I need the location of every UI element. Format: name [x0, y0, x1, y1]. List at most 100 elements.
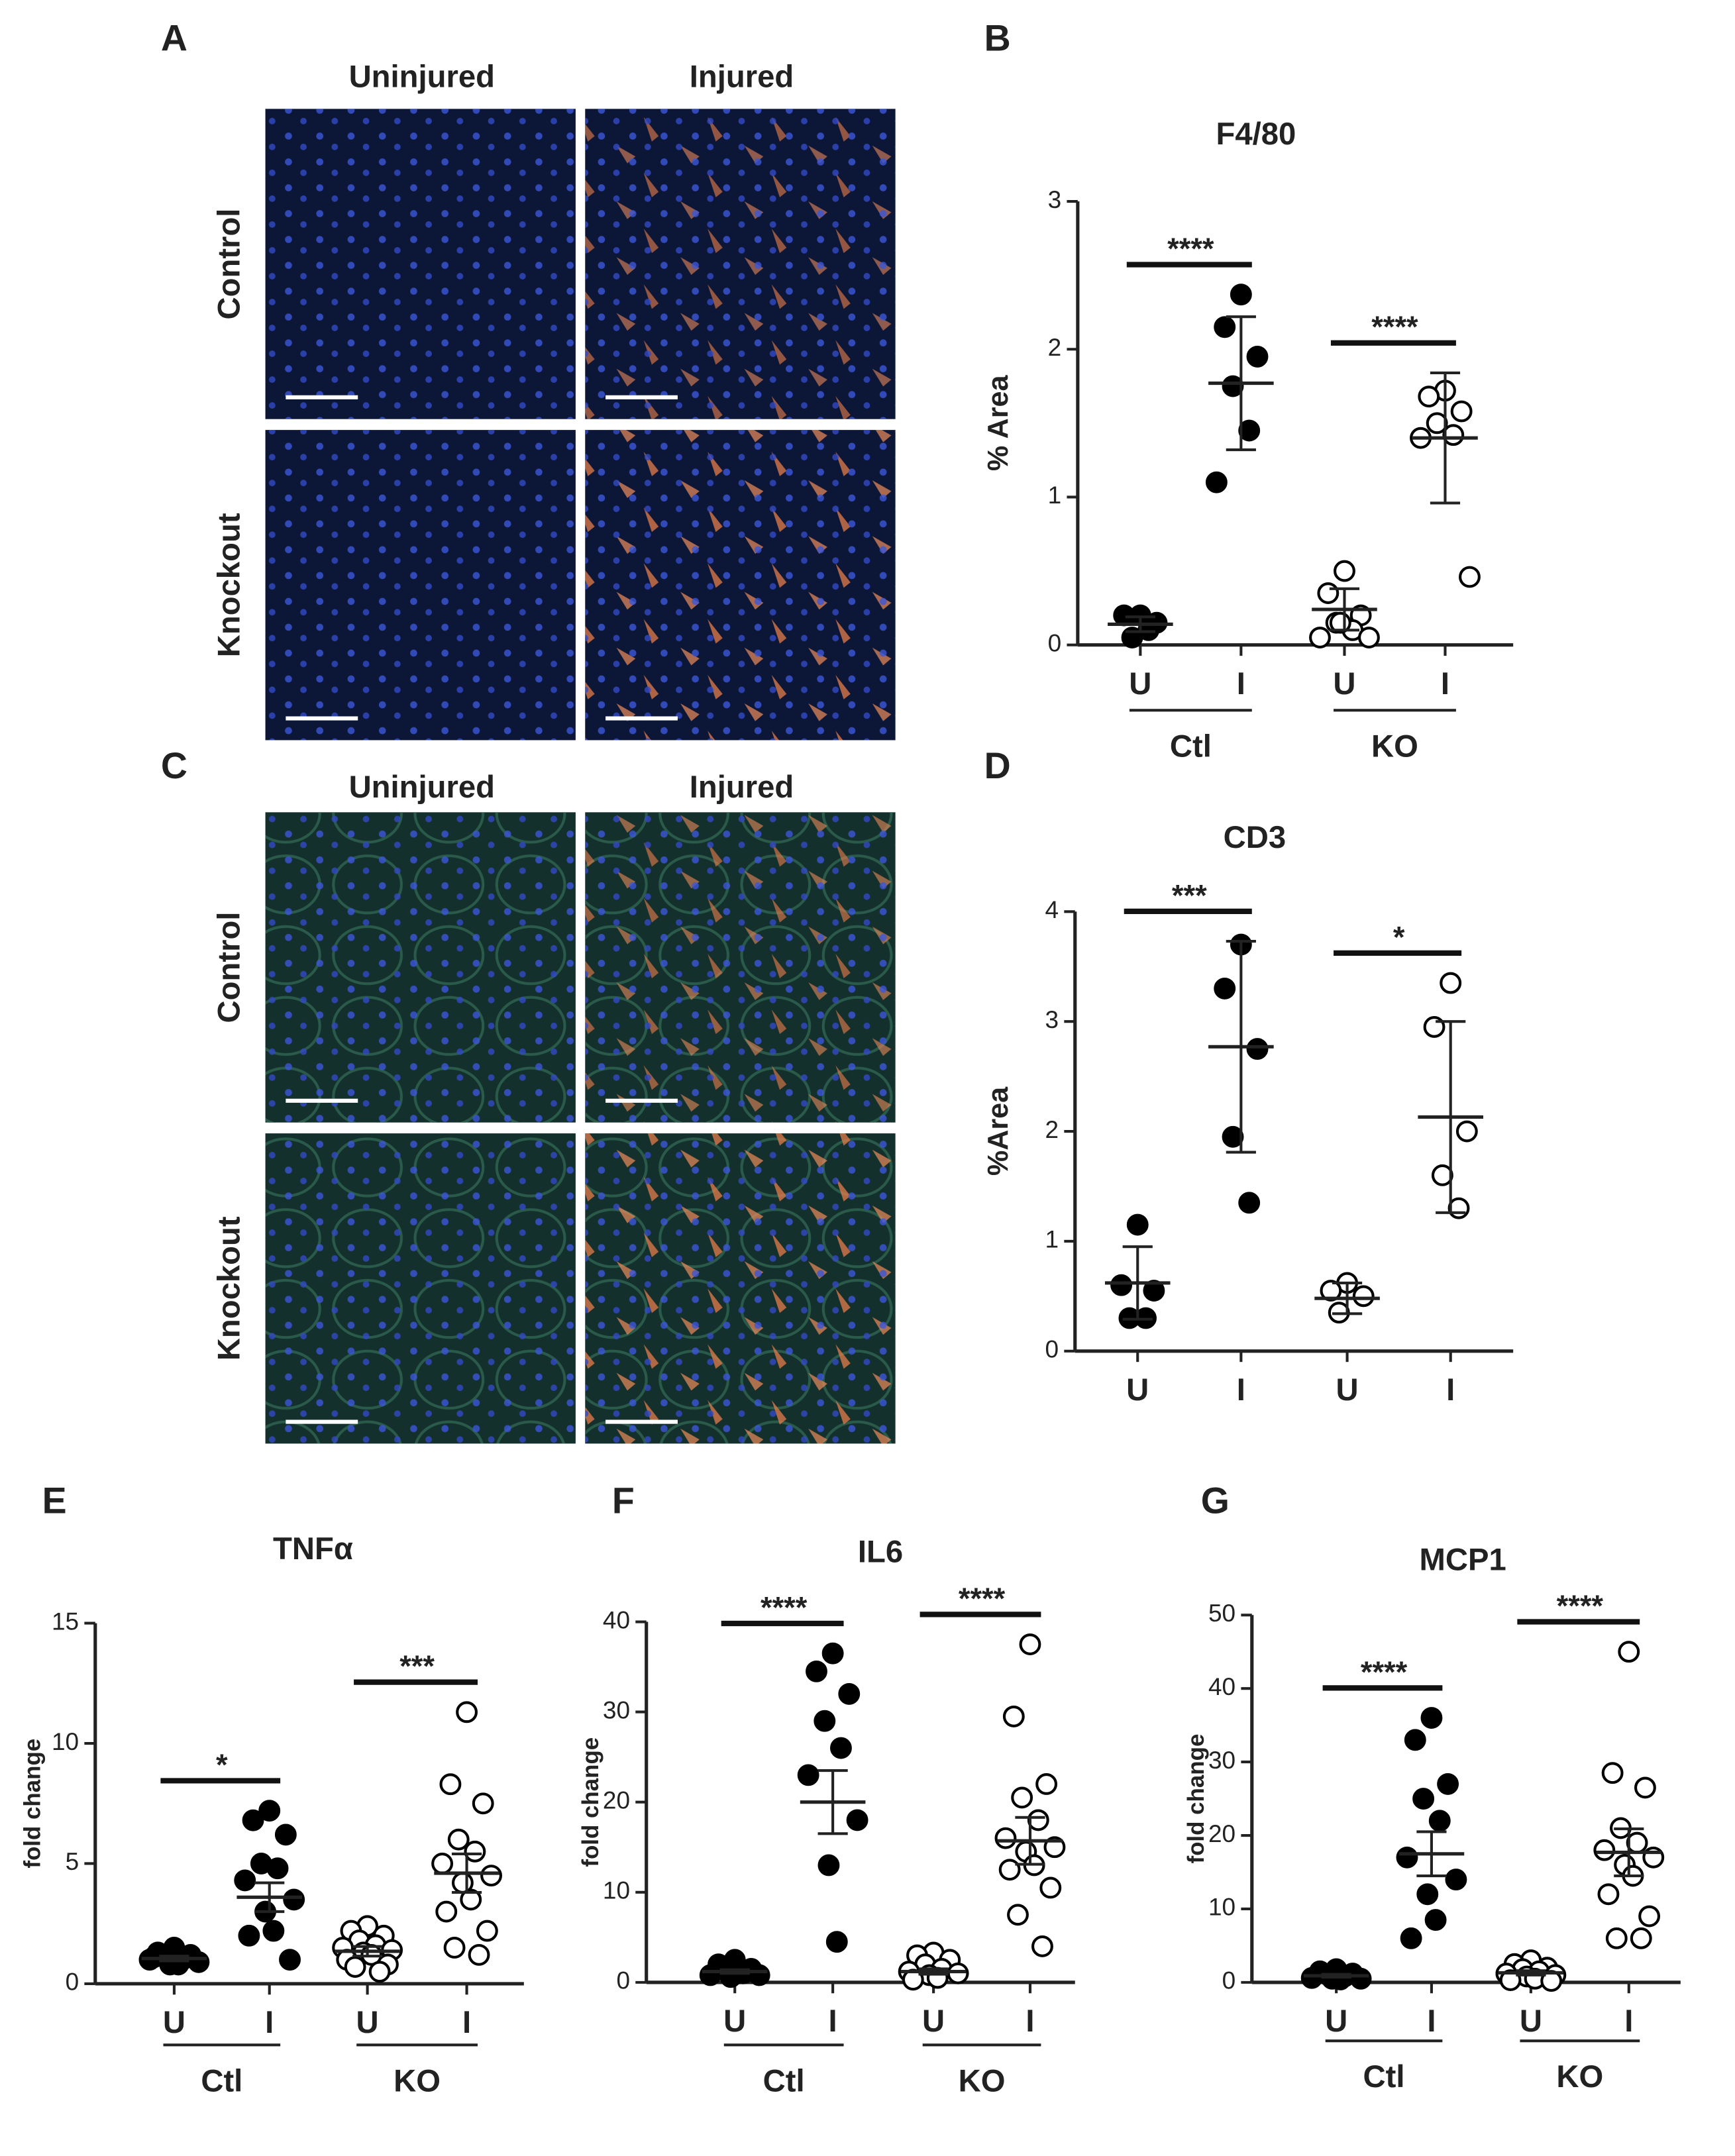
panel-letter: D [984, 745, 1011, 786]
row-label: Knockout [212, 1216, 247, 1360]
x-tick-label: I [1624, 2004, 1633, 2039]
y-axis-label: %Area [982, 1086, 1014, 1176]
y-tick-label: 10 [52, 1728, 79, 1755]
data-point [821, 1642, 844, 1665]
data-point [447, 1828, 470, 1851]
data-point [344, 1956, 366, 1978]
significance-label: **** [1557, 1589, 1604, 1623]
x-tick-label: I [829, 2004, 837, 2039]
significance-label: *** [399, 1649, 435, 1683]
x-tick-label: U [1333, 666, 1355, 701]
x-tick-label: U [1129, 666, 1151, 701]
data-point [1605, 1927, 1628, 1949]
significance-label: *** [1172, 878, 1207, 912]
data-point [1246, 1038, 1269, 1060]
data-point [1230, 283, 1252, 306]
data-point [1011, 1786, 1033, 1809]
group-label: KO [1556, 2059, 1603, 2094]
data-point [1418, 385, 1440, 408]
data-point [368, 1961, 391, 1983]
data-point [1222, 1125, 1244, 1148]
significance-label: **** [959, 1582, 1006, 1616]
chart-title: TNFα [273, 1531, 353, 1566]
y-tick-label: 1 [1048, 482, 1062, 509]
y-tick-label: 10 [1208, 1894, 1236, 1921]
data-point [748, 1964, 770, 1986]
data-point [1442, 424, 1465, 446]
data-point [431, 1853, 454, 1874]
data-point [947, 1962, 969, 1984]
nuclei-texture [585, 109, 896, 419]
data-point [1358, 627, 1380, 648]
data-point [1400, 1927, 1422, 1949]
data-point [476, 1920, 498, 1942]
group-label: KO [394, 2063, 441, 2098]
significance-label: **** [1167, 232, 1214, 266]
y-tick-label: 0 [1222, 1967, 1236, 1994]
x-tick-label: I [1237, 666, 1245, 701]
y-tick-label: 3 [1048, 186, 1062, 213]
data-point [1593, 1839, 1616, 1861]
data-point [830, 1737, 852, 1759]
y-tick-label: 20 [1208, 1820, 1236, 1847]
significance-label: * [1393, 920, 1405, 954]
y-tick-label: 0 [1048, 629, 1062, 656]
data-point [838, 1682, 861, 1705]
data-point [825, 1931, 848, 1953]
y-tick-label: 4 [1045, 896, 1059, 923]
data-point [480, 1865, 502, 1887]
group-label: Ctl [1363, 2059, 1405, 2094]
data-point [1309, 627, 1331, 648]
y-tick-label: 30 [1208, 1747, 1236, 1774]
panel-letter: C [161, 745, 187, 786]
data-point [1214, 977, 1236, 1000]
row-label: Control [212, 912, 247, 1023]
group-label: Ctl [201, 2063, 242, 2098]
data-point [1002, 1705, 1025, 1727]
x-tick-label: U [1336, 1372, 1359, 1408]
data-point [1618, 1641, 1640, 1663]
data-point [1437, 1772, 1459, 1795]
data-point [1459, 566, 1481, 588]
data-point [468, 1943, 490, 1966]
panel-letter: A [161, 17, 187, 58]
data-point [456, 1701, 478, 1723]
data-point [1597, 1883, 1620, 1906]
y-tick-label: 15 [52, 1608, 79, 1635]
y-tick-label: 40 [603, 1606, 630, 1633]
data-point [1334, 560, 1355, 582]
y-tick-label: 50 [1208, 1600, 1236, 1627]
panel-letter: B [984, 17, 1011, 58]
data-point [464, 1840, 486, 1863]
data-point [1205, 471, 1228, 493]
data-point [187, 1951, 210, 1973]
x-tick-label: I [1427, 2004, 1436, 2039]
data-point [1317, 582, 1340, 604]
x-tick-label: U [922, 2004, 945, 2039]
data-point [817, 1854, 840, 1876]
significance-label: * [216, 1748, 228, 1782]
data-point [1329, 1969, 1351, 1990]
data-point [1238, 419, 1261, 442]
data-point [1638, 1905, 1661, 1927]
x-tick-label: U [1325, 2004, 1347, 2039]
data-point [1222, 375, 1244, 397]
data-point [1634, 1776, 1656, 1799]
data-point [998, 1859, 1021, 1881]
data-point [266, 1857, 289, 1880]
row-label: Knockout [212, 513, 247, 657]
group-label: KO [959, 2063, 1006, 2098]
data-point [435, 1900, 458, 1923]
data-point [1447, 1197, 1470, 1219]
data-point [1238, 1192, 1261, 1214]
data-point [1031, 1935, 1053, 1957]
data-point [1440, 972, 1462, 994]
data-point [1349, 1967, 1372, 1990]
significance-label: **** [1361, 1655, 1408, 1689]
y-axis-label: fold change [20, 1739, 46, 1869]
data-point [1396, 1846, 1418, 1869]
data-point [439, 1773, 462, 1796]
y-tick-label: 2 [1045, 1116, 1059, 1143]
column-header: Injured [690, 60, 794, 95]
